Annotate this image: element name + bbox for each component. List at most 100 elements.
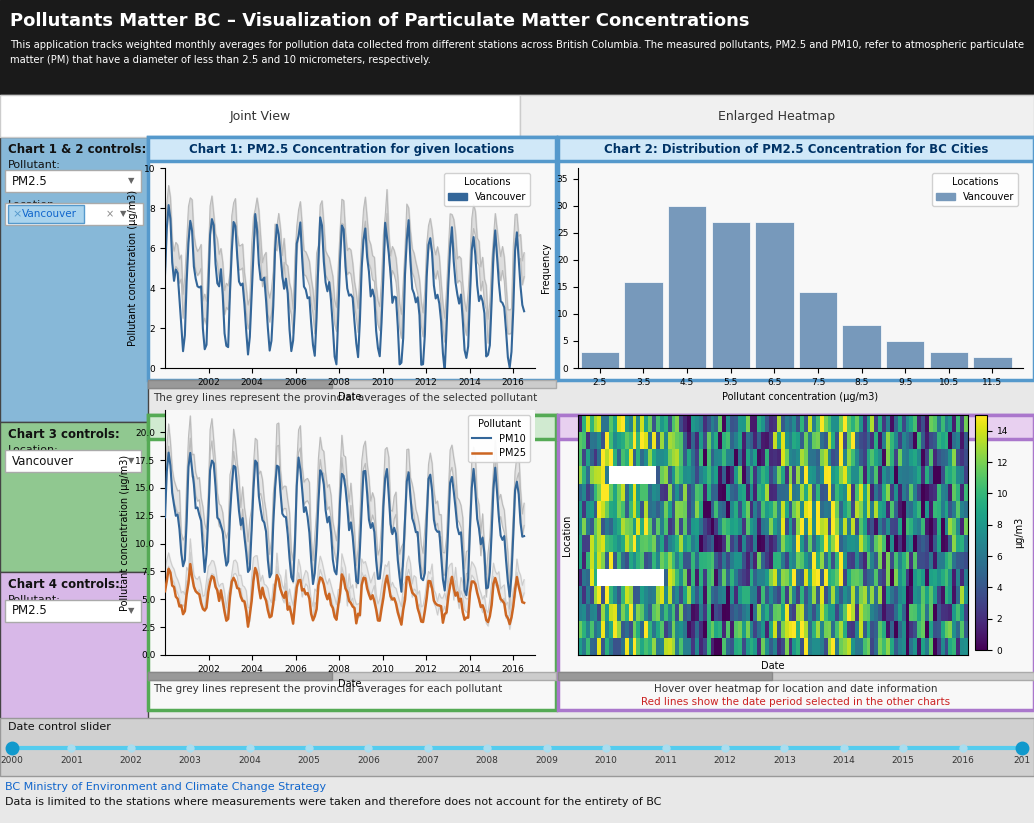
FancyBboxPatch shape <box>5 600 141 622</box>
PM10 <box>518 531 530 541</box>
FancyBboxPatch shape <box>148 672 556 680</box>
Bar <box>973 357 1011 368</box>
FancyBboxPatch shape <box>0 95 1034 137</box>
Text: Pollutant:: Pollutant: <box>8 595 61 605</box>
X-axis label: Date: Date <box>338 679 362 690</box>
PM10 <box>489 463 501 472</box>
Bar <box>930 351 968 368</box>
Text: Date control slider: Date control slider <box>8 722 111 732</box>
Text: 2005: 2005 <box>298 756 321 765</box>
Text: Vancouver: Vancouver <box>12 454 74 467</box>
Text: ▼: ▼ <box>120 210 126 218</box>
Text: Location:: Location: <box>8 445 59 455</box>
Text: This application tracks weighted monthly averages for pollution data collected f: This application tracks weighted monthly… <box>10 40 1024 50</box>
Bar <box>711 222 750 368</box>
Text: 2002: 2002 <box>120 756 143 765</box>
Bar <box>798 292 838 368</box>
Legend: Vancouver: Vancouver <box>932 173 1018 206</box>
FancyBboxPatch shape <box>148 415 556 439</box>
Text: PM2.5: PM2.5 <box>12 174 48 188</box>
Text: 2016: 2016 <box>951 756 974 765</box>
Text: The grey lines represent the provincial averages of the selected pollutant: The grey lines represent the provincial … <box>153 393 538 403</box>
PM25 <box>504 619 516 629</box>
X-axis label: Date: Date <box>338 393 362 402</box>
PM25 <box>242 621 254 631</box>
Text: 2012: 2012 <box>713 756 736 765</box>
FancyBboxPatch shape <box>5 203 143 225</box>
Text: Chart 4 controls:: Chart 4 controls: <box>8 578 120 591</box>
FancyBboxPatch shape <box>148 137 556 380</box>
Line: PM25: PM25 <box>165 564 524 626</box>
Text: Pollutants Matter BC – Visualization of Particulate Matter Concentrations: Pollutants Matter BC – Visualization of … <box>10 12 750 30</box>
FancyBboxPatch shape <box>0 572 148 720</box>
FancyBboxPatch shape <box>0 422 148 572</box>
X-axis label: Date: Date <box>761 661 785 671</box>
Text: Chart 1: PM2.5 Concentration for given locations: Chart 1: PM2.5 Concentration for given l… <box>189 142 515 156</box>
Text: Enlarged Heatmap: Enlarged Heatmap <box>719 109 835 123</box>
Text: Chart 2: Distribution of PM2.5 Concentration for BC Cities: Chart 2: Distribution of PM2.5 Concentra… <box>604 142 989 156</box>
Y-axis label: Pollutant concentration (μg/m3): Pollutant concentration (μg/m3) <box>120 454 129 611</box>
PM10 <box>182 462 194 472</box>
FancyBboxPatch shape <box>148 380 556 388</box>
Line: PM10: PM10 <box>165 453 524 597</box>
FancyBboxPatch shape <box>0 95 520 137</box>
Text: PM2.5: PM2.5 <box>12 605 48 617</box>
Y-axis label: Location: Location <box>562 514 573 556</box>
Legend: PM10, PM25: PM10, PM25 <box>468 415 530 463</box>
Text: 2011: 2011 <box>655 756 677 765</box>
Bar <box>886 341 924 368</box>
Bar <box>843 325 881 368</box>
Text: 2003: 2003 <box>179 756 202 765</box>
Text: 2004: 2004 <box>238 756 261 765</box>
Text: Location:: Location: <box>8 200 59 210</box>
FancyBboxPatch shape <box>8 205 84 223</box>
Text: 2001: 2001 <box>60 756 83 765</box>
Text: matter (PM) that have a diameter of less than 2.5 and 10 micrometers, respective: matter (PM) that have a diameter of less… <box>10 55 431 65</box>
Bar <box>581 351 619 368</box>
FancyBboxPatch shape <box>5 170 141 192</box>
Text: Hover over heatmap for location and date information: Hover over heatmap for location and date… <box>655 684 938 694</box>
FancyBboxPatch shape <box>148 415 556 710</box>
Text: ▼: ▼ <box>127 607 134 616</box>
PM25 <box>491 579 504 589</box>
Text: 201: 201 <box>1013 756 1031 765</box>
PM10 <box>501 577 514 587</box>
Text: 2007: 2007 <box>417 756 439 765</box>
PM10 <box>175 548 187 558</box>
FancyBboxPatch shape <box>558 137 1034 380</box>
Text: Chart 1 & 2 controls:: Chart 1 & 2 controls: <box>8 143 147 156</box>
Text: Joint View: Joint View <box>230 109 291 123</box>
PM25 <box>518 597 530 607</box>
PM10 <box>227 461 240 471</box>
Text: Red lines show the date period selected in the other charts: Red lines show the date period selected … <box>641 697 950 707</box>
Y-axis label: μg/m3: μg/m3 <box>1013 517 1024 548</box>
Text: Chart 4: PM2.5 Concentration Heatmap: Chart 4: PM2.5 Concentration Heatmap <box>665 421 926 434</box>
Text: 2015: 2015 <box>891 756 915 765</box>
PM25 <box>184 559 196 569</box>
Text: The grey lines represent the provincial averages for each pollutant: The grey lines represent the provincial … <box>153 684 503 694</box>
Text: 2013: 2013 <box>773 756 796 765</box>
FancyBboxPatch shape <box>520 95 1034 137</box>
Y-axis label: Frequency: Frequency <box>541 243 551 293</box>
FancyBboxPatch shape <box>148 672 332 680</box>
Legend: Vancouver: Vancouver <box>444 173 530 206</box>
FancyBboxPatch shape <box>5 450 141 472</box>
FancyBboxPatch shape <box>0 718 1034 776</box>
Bar <box>668 206 706 368</box>
FancyBboxPatch shape <box>0 0 1034 95</box>
PM10 <box>162 448 175 458</box>
Text: ×: × <box>107 209 114 219</box>
PM25 <box>227 573 240 583</box>
FancyBboxPatch shape <box>0 137 148 422</box>
Text: Pollutant:: Pollutant: <box>8 160 61 170</box>
PM10 <box>504 592 516 602</box>
Text: 2006: 2006 <box>357 756 379 765</box>
Text: 2014: 2014 <box>832 756 855 765</box>
PM25 <box>174 602 186 611</box>
FancyBboxPatch shape <box>558 672 1034 680</box>
Text: Vancouver: Vancouver <box>22 209 77 219</box>
Text: Data is limited to the stations where measurements were taken and therefore does: Data is limited to the stations where me… <box>5 797 662 807</box>
FancyBboxPatch shape <box>558 137 1034 161</box>
FancyBboxPatch shape <box>558 672 772 680</box>
X-axis label: Pollutant concentration (μg/m3): Pollutant concentration (μg/m3) <box>723 393 879 402</box>
